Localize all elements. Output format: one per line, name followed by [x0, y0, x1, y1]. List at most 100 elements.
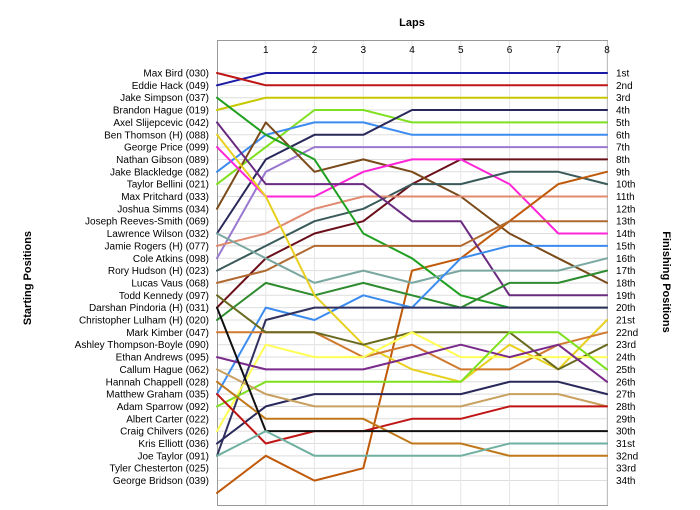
series-line	[216, 331, 608, 408]
series-line	[216, 96, 608, 111]
finish-position-label: 29th	[616, 414, 635, 425]
finish-position-label: 4th	[616, 106, 630, 117]
start-position-label: Joe Taylor (091)	[137, 451, 209, 462]
start-labels: Max Bird (030)Eddie Hack (049)Jake Simps…	[75, 69, 209, 488]
start-position-label: Max Bird (030)	[143, 69, 209, 80]
x-tick-label: 3	[360, 45, 366, 56]
start-position-label: Joshua Simms (034)	[117, 204, 209, 215]
x-tick-label: 1	[263, 45, 269, 56]
start-position-label: Darshan Pindoria (H) (031)	[89, 303, 209, 314]
start-position-label: Cole Atkins (098)	[133, 254, 209, 265]
series-line	[216, 380, 608, 457]
finish-position-label: 18th	[616, 278, 635, 289]
series-line	[216, 220, 608, 284]
finish-position-label: 33rd	[616, 464, 636, 475]
finish-position-label: 12th	[616, 204, 635, 215]
series-line	[216, 232, 608, 284]
series-line	[216, 121, 608, 297]
finish-position-label: 22nd	[616, 328, 638, 339]
finish-position-label: 20th	[616, 303, 635, 314]
series-layer	[216, 72, 608, 494]
finish-position-label: 26th	[616, 377, 635, 388]
left-axis-title: Starting Positions	[22, 231, 34, 325]
series-line	[216, 306, 608, 433]
series-line	[216, 343, 608, 383]
start-position-label: Joseph Reeves-Smith (069)	[85, 217, 209, 228]
series-line	[216, 380, 608, 445]
start-position-label: Jamie Rogers (H) (077)	[105, 241, 209, 252]
start-position-label: Nathan Gibson (089)	[116, 155, 209, 166]
start-position-label: Lucas Vaus (068)	[131, 278, 209, 289]
finish-position-label: 13th	[616, 217, 635, 228]
series-line	[216, 331, 608, 433]
start-position-label: Craig Chilvers (026)	[120, 427, 209, 438]
start-position-label: Kris Elliott (036)	[138, 439, 209, 450]
start-position-label: Tyler Chesterton (025)	[110, 464, 210, 475]
start-position-label: Rory Hudson (H) (023)	[108, 266, 209, 277]
series-line	[216, 121, 608, 284]
finish-position-label: 2nd	[616, 81, 633, 92]
series-line	[216, 269, 608, 321]
finish-position-label: 14th	[616, 229, 635, 240]
finish-position-label: 17th	[616, 266, 635, 277]
series-line	[216, 430, 608, 457]
start-position-label: Jake Blackledge (082)	[110, 167, 209, 178]
right-axis-title: Finishing Positions	[660, 231, 672, 332]
x-tick-label: 5	[458, 45, 464, 56]
start-position-label: Eddie Hack (049)	[132, 81, 209, 92]
finish-position-label: 15th	[616, 241, 635, 252]
start-position-label: Max Pritchard (033)	[121, 192, 209, 203]
series-line	[216, 72, 608, 87]
start-position-label: Todd Kennedy (097)	[119, 291, 209, 302]
series-line	[216, 170, 608, 494]
start-position-label: Axel Slijepcevic (042)	[113, 118, 209, 129]
finish-position-label: 11th	[616, 192, 635, 203]
start-position-label: Callum Hague (062)	[120, 365, 210, 376]
finish-position-label: 9th	[616, 167, 630, 178]
finish-position-label: 1st	[616, 69, 630, 80]
finish-position-label: 32nd	[616, 451, 638, 462]
x-tick-label: 2	[312, 45, 318, 56]
finish-position-label: 25th	[616, 365, 635, 376]
start-position-label: George Price (099)	[124, 143, 209, 154]
start-position-label: Brandon Hague (019)	[113, 106, 209, 117]
start-position-label: Jake Simpson (037)	[120, 93, 209, 104]
start-position-label: Christopher Lulham (H) (020)	[79, 316, 209, 327]
start-position-label: Adam Sparrow (092)	[117, 402, 209, 413]
series-line	[216, 146, 608, 235]
start-position-label: Mark Kimber (047)	[126, 328, 209, 339]
x-ticks: 1 2 3 4 5 6 7 8	[263, 45, 610, 56]
finish-position-label: 21st	[616, 316, 635, 327]
series-line	[216, 121, 608, 173]
series-line	[216, 109, 608, 186]
start-position-label: Ashley Thompson-Boyle (090)	[75, 340, 209, 351]
x-tick-label: 7	[555, 45, 561, 56]
x-tick-label: 6	[507, 45, 513, 56]
start-position-label: Matthew Graham (035)	[106, 390, 209, 401]
x-tick-label: 4	[409, 45, 415, 56]
finish-position-label: 10th	[616, 180, 635, 191]
finish-position-label: 3rd	[616, 93, 630, 104]
series-line	[216, 146, 608, 260]
finish-position-label: 30th	[616, 427, 635, 438]
start-position-label: Lawrence Wilson (032)	[107, 229, 209, 240]
finish-position-label: 5th	[616, 118, 630, 129]
series-line	[216, 170, 608, 272]
finish-position-label: 31st	[616, 439, 635, 450]
finish-position-label: 19th	[616, 291, 635, 302]
series-line	[216, 72, 608, 87]
x-axis-title: Laps	[399, 17, 425, 29]
series-line	[216, 368, 608, 408]
finish-position-label: 23rd	[616, 340, 636, 351]
finish-position-label: 16th	[616, 254, 635, 265]
finish-position-label: 7th	[616, 143, 630, 154]
start-position-label: Hannah Chappell (028)	[106, 377, 209, 388]
series-line	[216, 133, 608, 383]
start-position-label: Taylor Bellini (021)	[127, 180, 209, 191]
finish-position-label: 34th	[616, 476, 635, 487]
series-line	[216, 306, 608, 457]
start-position-label: Ben Thomson (H) (088)	[104, 130, 209, 141]
x-tick-label: 8	[604, 45, 610, 56]
